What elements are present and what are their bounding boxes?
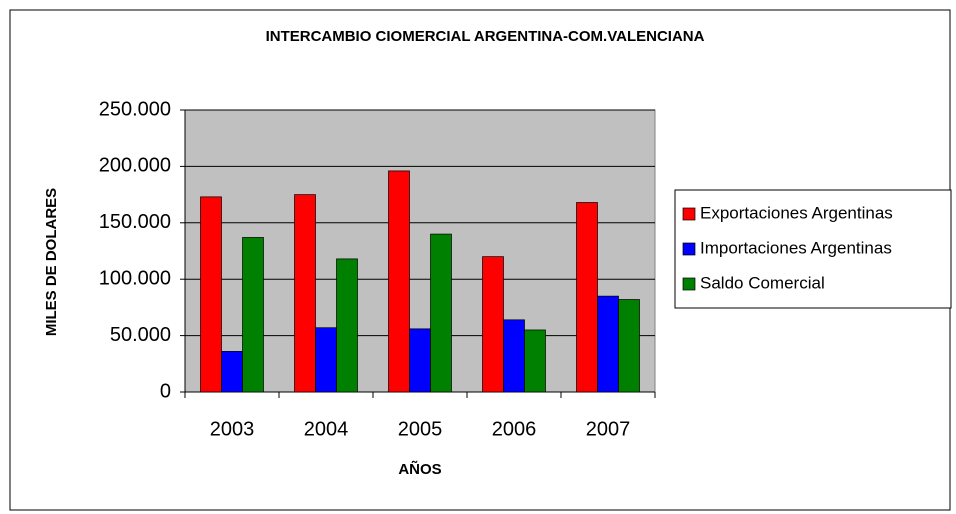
y-tick-label: 150.000 — [99, 211, 171, 233]
x-tick-label: 2004 — [304, 418, 349, 440]
y-axis-label: MILES DE DOLARES — [43, 188, 60, 336]
bar — [315, 327, 337, 393]
bar — [618, 299, 640, 393]
legend-swatch — [682, 277, 696, 291]
y-tick-label: 0 — [160, 380, 171, 402]
x-tick-label: 2006 — [492, 418, 537, 440]
legend-swatch — [682, 242, 696, 256]
bar — [503, 319, 525, 393]
bar — [242, 237, 264, 393]
bar — [576, 202, 598, 393]
x-tick-label: 2007 — [586, 418, 631, 440]
bar — [388, 170, 410, 393]
bar — [597, 295, 619, 393]
x-axis-label: AÑOS — [398, 460, 441, 478]
y-axis-label-group: MILES DE DOLARES — [43, 188, 60, 336]
legend-swatch — [682, 207, 696, 221]
bar — [482, 256, 504, 393]
bar — [524, 329, 546, 393]
legend-box — [674, 189, 952, 309]
y-tick-label: 250.000 — [99, 98, 171, 120]
chart-title: INTERCAMBIO CIOMERCIAL ARGENTINA-COM.VAL… — [266, 28, 705, 45]
x-tick-label: 2003 — [210, 418, 255, 440]
legend-label: Exportaciones Argentinas — [700, 203, 893, 222]
bar — [294, 194, 316, 393]
legend-label: Saldo Comercial — [700, 273, 825, 292]
y-tick-label: 50.000 — [110, 324, 171, 346]
y-tick-label: 100.000 — [99, 267, 171, 289]
bar — [221, 351, 243, 393]
x-tick-label: 2005 — [398, 418, 443, 440]
bar — [409, 328, 431, 393]
bar — [200, 196, 222, 393]
legend-label: Importaciones Argentinas — [700, 238, 892, 257]
bar — [430, 233, 452, 393]
bar — [336, 258, 358, 393]
y-tick-label: 200.000 — [99, 155, 171, 177]
